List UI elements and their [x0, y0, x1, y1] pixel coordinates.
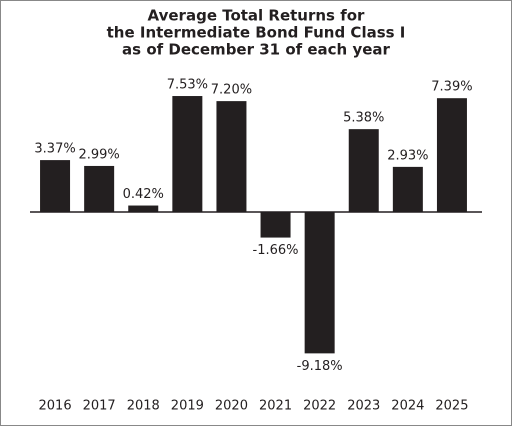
bar — [216, 101, 247, 212]
value-label: 7.53% — [167, 78, 208, 93]
x-tick-label: 2021 — [259, 399, 292, 414]
chart-title: Average Total Returns for — [148, 7, 366, 25]
bar — [436, 98, 467, 212]
bar — [40, 160, 71, 212]
bar — [128, 205, 159, 212]
value-label: 5.38% — [343, 111, 384, 126]
value-label: 2.93% — [387, 148, 428, 163]
x-tick-label: 2023 — [347, 399, 380, 414]
chart-title: as of December 31 of each year — [122, 41, 390, 59]
value-label: 2.99% — [78, 147, 119, 162]
bar — [260, 212, 291, 238]
chart-title: the Intermediate Bond Fund Class I — [107, 24, 406, 42]
value-label: -9.18% — [297, 359, 343, 374]
x-tick-label: 2022 — [303, 399, 336, 414]
bar — [392, 166, 423, 212]
bar — [172, 96, 203, 212]
x-tick-label: 2020 — [215, 399, 248, 414]
value-label: -1.66% — [253, 243, 299, 258]
bar — [304, 212, 335, 354]
x-tick-label: 2025 — [435, 399, 468, 414]
value-label: 0.42% — [123, 187, 164, 202]
x-tick-label: 2019 — [171, 399, 204, 414]
x-tick-label: 2018 — [127, 399, 160, 414]
bar — [348, 129, 379, 212]
value-label: 3.37% — [34, 142, 75, 157]
x-tick-label: 2016 — [39, 399, 72, 414]
value-label: 7.20% — [211, 83, 252, 98]
value-label: 7.39% — [431, 80, 472, 95]
bar — [84, 165, 115, 212]
x-tick-label: 2017 — [83, 399, 116, 414]
x-tick-label: 2024 — [391, 399, 424, 414]
